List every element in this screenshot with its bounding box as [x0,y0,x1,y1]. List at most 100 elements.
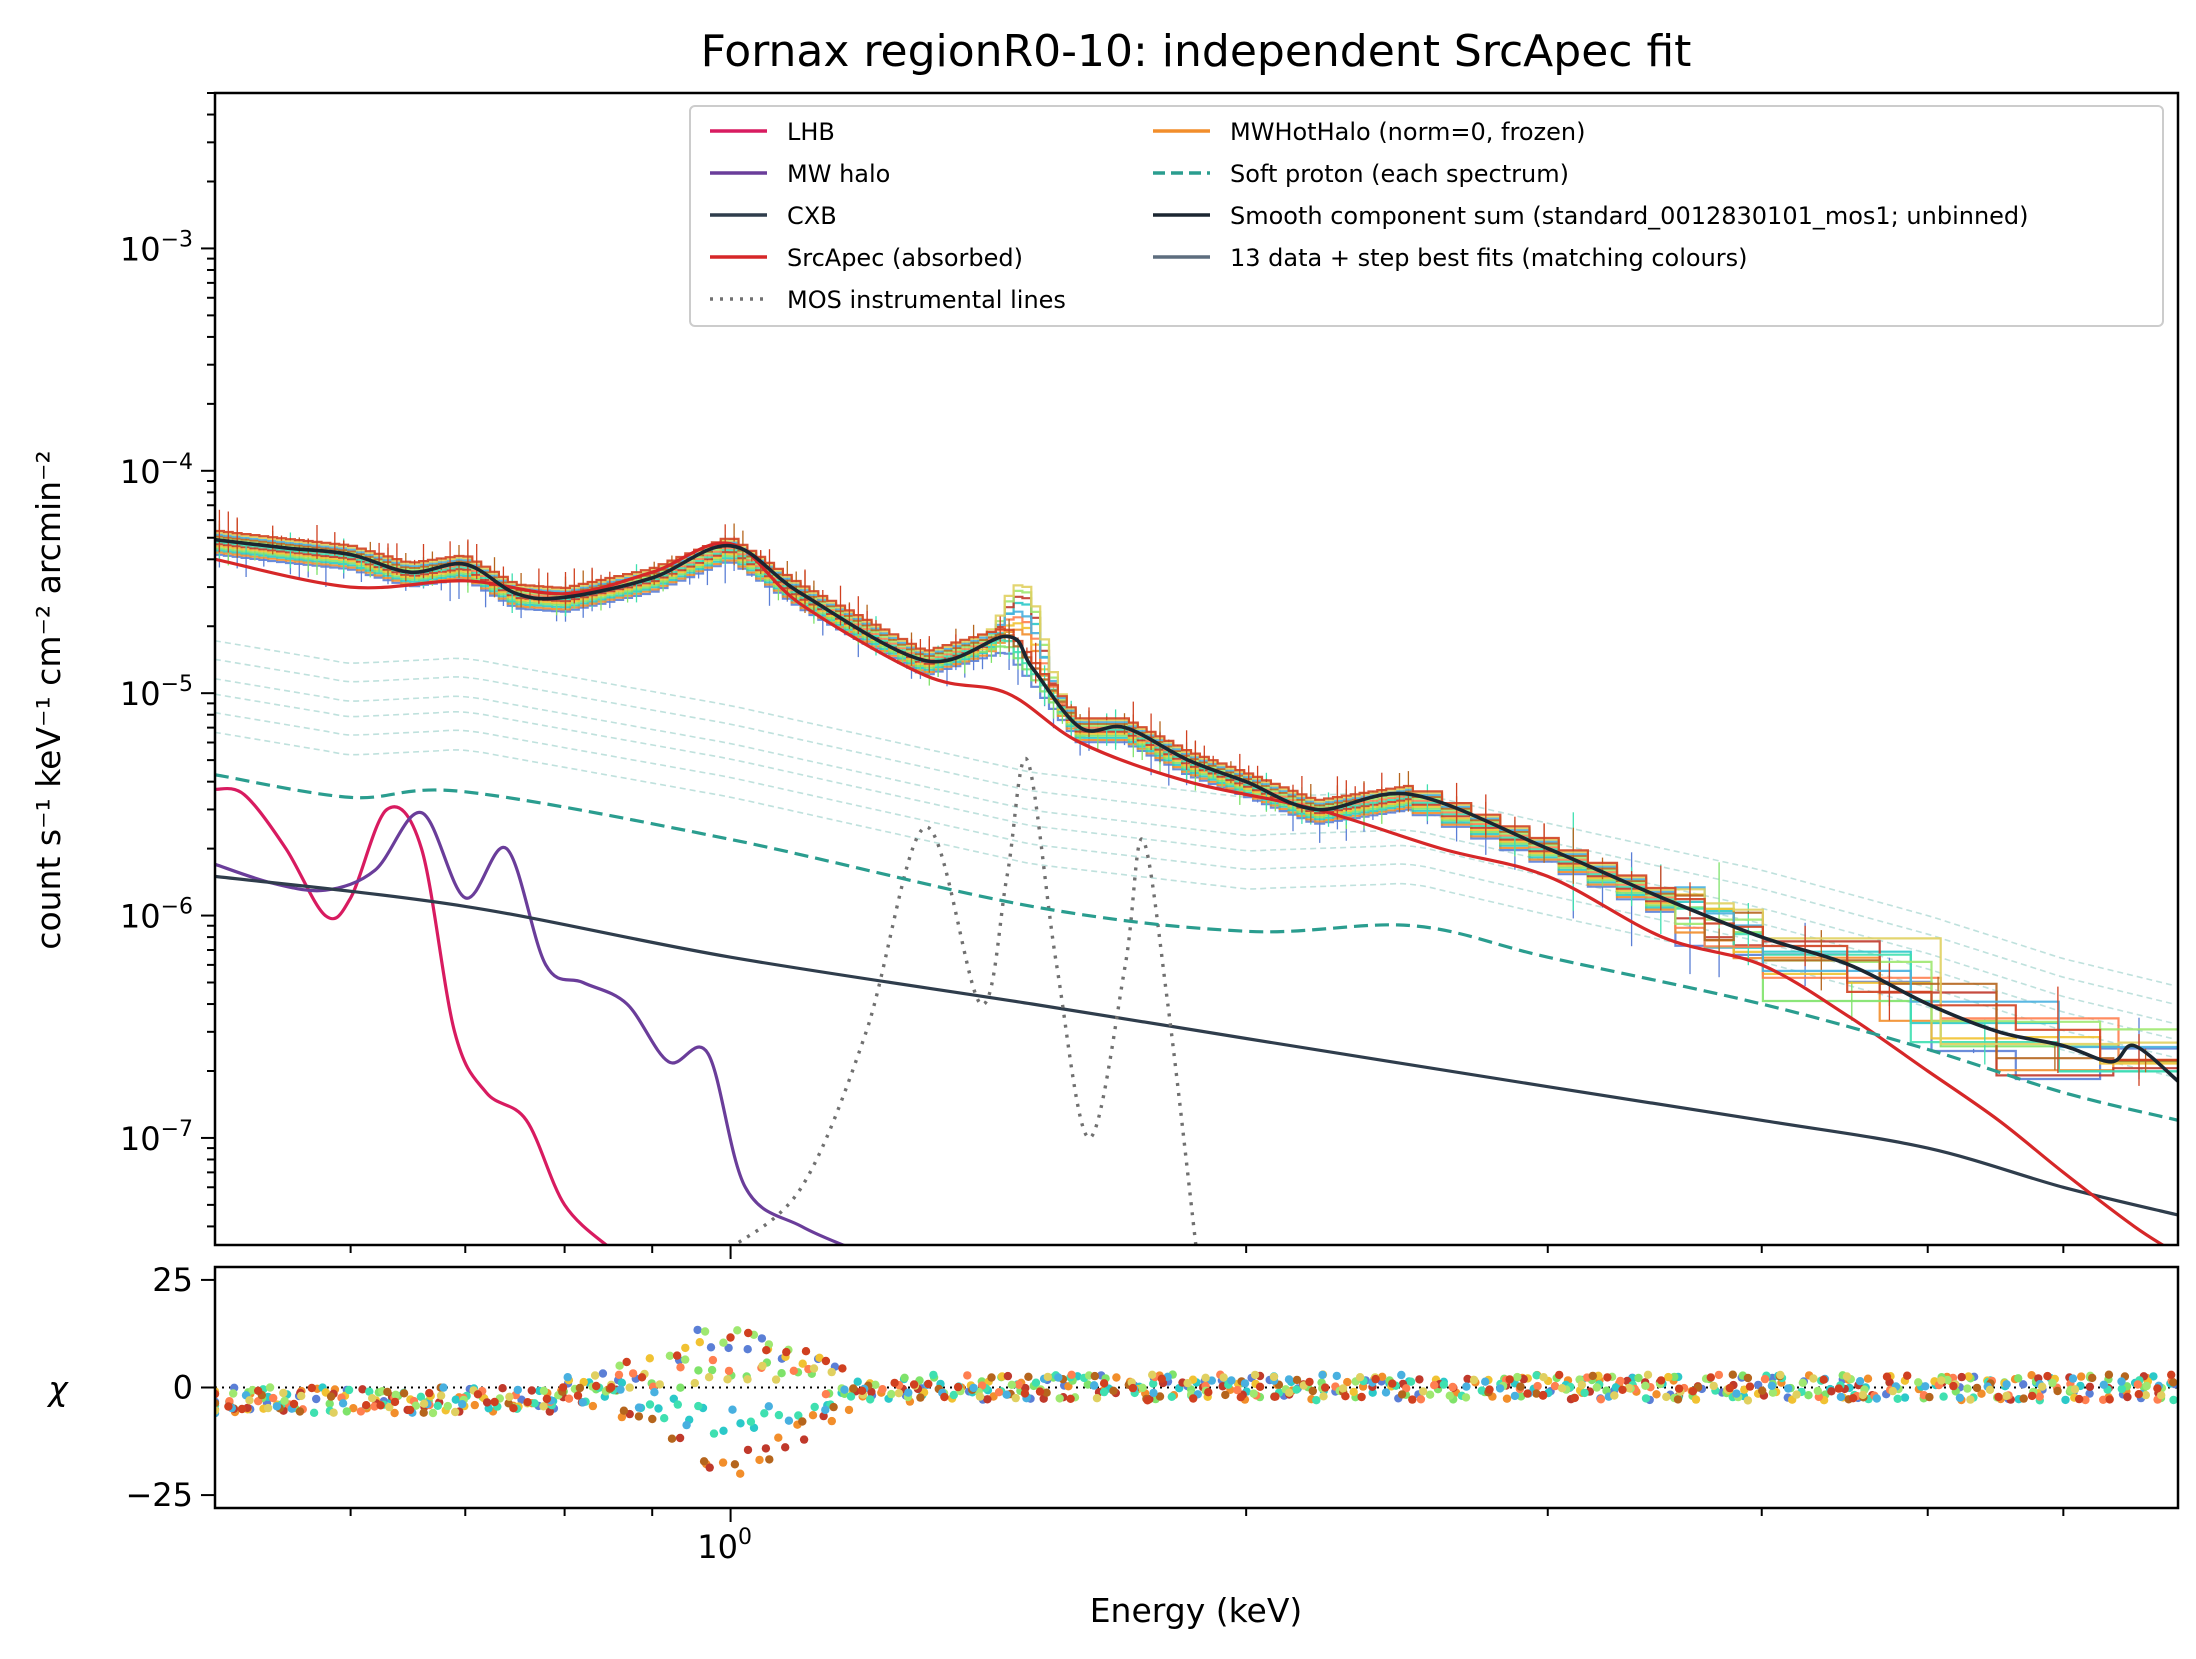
chart-title: Fornax regionR0-10: independent SrcApec … [701,26,1692,77]
residual-point [1603,1373,1612,1382]
residual-point [798,1417,807,1426]
step-fit-10 [215,535,2178,1062]
residual-point [325,1399,334,1408]
residual-point [694,1366,703,1375]
residual-point [2038,1382,2047,1391]
residual-point [1250,1370,1260,1380]
legend-label: Smooth component sum (standard_001283010… [1230,202,2029,230]
residual-point [451,1407,460,1417]
residual-point [1240,1379,1250,1388]
residual-point [1083,1380,1093,1389]
residual-point [2081,1395,2090,1405]
residual-point [821,1405,830,1415]
residual-point [744,1328,753,1338]
residual-point [1964,1372,1973,1381]
residual-point [575,1383,585,1393]
y-tick-label: 10−5 [120,672,193,713]
residual-point [821,1390,831,1399]
data-error-bars-7 [218,524,1986,1065]
residual-point [777,1369,786,1378]
residual-point [1469,1375,1479,1385]
legend-label: CXB [787,202,837,230]
residual-point [383,1387,392,1397]
res-y-tick-label: −25 [125,1476,193,1514]
legend-box [689,105,2164,327]
residual-point [1963,1384,1972,1393]
residual-point [1269,1372,1279,1382]
x-tick-label: 100 [697,1525,752,1566]
residual-point [509,1404,518,1413]
residual-point [2061,1395,2070,1405]
residual-point [1809,1374,1818,1383]
residual-point [682,1420,691,1430]
residual-point [909,1380,919,1389]
residual-point [719,1426,728,1436]
residual-point [676,1383,685,1392]
residual-point [349,1404,358,1413]
residual-point [1371,1374,1380,1384]
residual-point [1099,1387,1109,1397]
residual-point [2027,1371,2036,1380]
residual-point [1523,1389,1532,1398]
residual-point [1792,1390,1801,1399]
residual-point [419,1408,428,1417]
residual-point [2002,1380,2011,1389]
residual-point [693,1325,702,1335]
residual-point [719,1338,728,1347]
residual-point [563,1373,572,1382]
residual-point [1634,1373,1643,1383]
residual-point [224,1402,233,1411]
residual-point [1397,1370,1406,1380]
residual-point [443,1401,452,1411]
residual-point [1570,1393,1580,1403]
residual-point [650,1388,659,1397]
residual-point [637,1373,647,1382]
residual-point [1502,1394,1512,1403]
residual-point [295,1407,305,1416]
residual-point [634,1412,644,1421]
residual-point [1092,1394,1102,1403]
residual-point [1937,1376,1946,1385]
residual-point [827,1416,836,1426]
residual-point [924,1379,933,1389]
residual-point [2027,1391,2037,1401]
residual-point [1662,1392,1671,1402]
legend-label: MWHotHalo (norm=0, frozen) [1230,118,1585,146]
residual-point [728,1405,737,1414]
residual-point [598,1369,608,1378]
residual-point [829,1402,838,1412]
residual-point [1201,1373,1210,1383]
residual-point [329,1408,338,1417]
residual-point [338,1399,348,1408]
legend: LHB MW halo CXB SrcApec (absorbed) MOS instr… [689,105,2164,327]
residual-point [2149,1372,2158,1381]
residual-point [1477,1386,1487,1395]
residual-point [265,1383,275,1392]
residual-point [1760,1374,1770,1384]
residual-point [2169,1395,2178,1405]
step-fit-5 [215,545,2178,1065]
residual-point [1813,1386,1823,1396]
residual-point [558,1383,568,1392]
residual-point [1949,1381,1958,1391]
residual-point [2169,1378,2178,1387]
residual-point [312,1394,321,1404]
soft-proton-spectrum-curve-3 [215,678,2172,1024]
residual-point [498,1384,507,1393]
model-line-7 [215,537,2178,1083]
residual-point [1020,1389,1030,1398]
residual-point [645,1354,654,1363]
step-fit-13 [215,529,2178,1062]
residual-point [2068,1374,2078,1383]
residual-point [1532,1389,1541,1398]
residual-point [619,1406,629,1415]
residual-point [963,1371,972,1380]
residual-point [1966,1395,1975,1404]
residual-point [1143,1396,1152,1405]
residual-point [1804,1391,1813,1400]
residual-point [730,1460,740,1469]
residual-point [1656,1376,1666,1385]
residual-point [391,1390,400,1400]
residual-point [853,1377,862,1386]
residual-point [771,1375,781,1384]
